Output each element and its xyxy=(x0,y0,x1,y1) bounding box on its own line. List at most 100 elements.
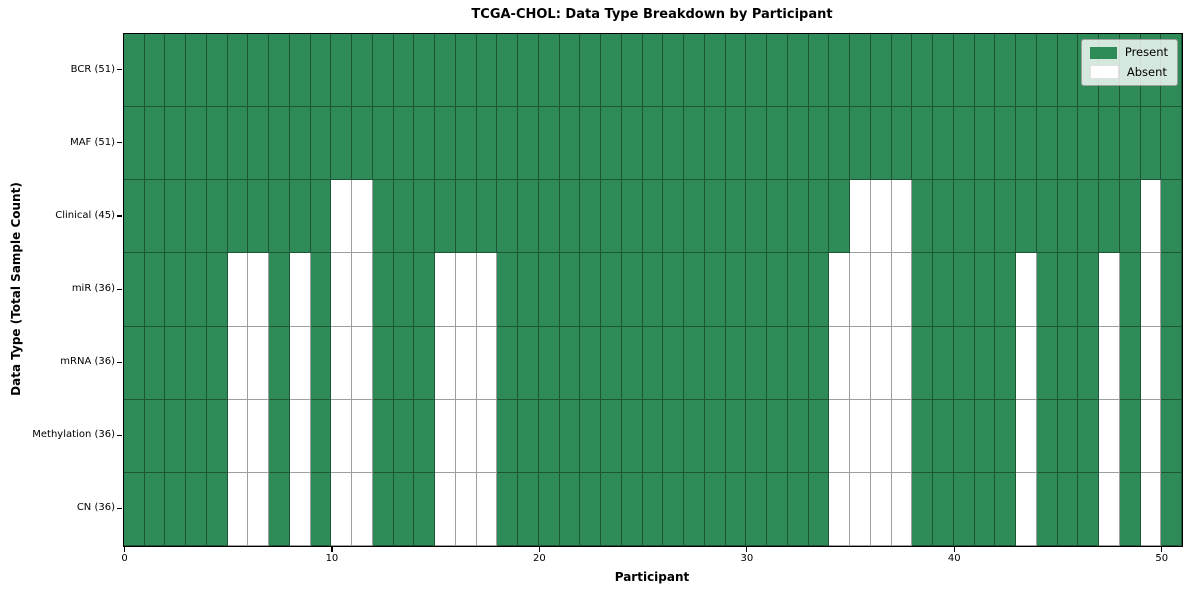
heatmap-cell xyxy=(455,253,477,327)
heatmap-cell xyxy=(352,326,373,400)
heatmap-cell xyxy=(767,180,788,254)
heatmap-cell xyxy=(808,326,830,400)
heatmap-cell xyxy=(352,180,373,254)
heatmap-cell xyxy=(808,34,830,108)
x-tick-label: 40 xyxy=(947,553,961,564)
heatmap-cell xyxy=(995,472,1017,546)
heatmap-cell xyxy=(912,34,934,108)
heatmap-cell xyxy=(186,399,207,473)
heatmap-cell xyxy=(124,399,145,473)
heatmap-cell xyxy=(870,326,892,400)
heatmap-cell xyxy=(476,253,498,327)
heatmap-cell xyxy=(372,107,394,181)
heatmap-cell xyxy=(850,34,871,108)
heatmap-cell xyxy=(206,399,228,473)
heatmap-cell xyxy=(912,399,934,473)
heatmap-cell xyxy=(435,253,456,327)
heatmap-cell xyxy=(684,34,705,108)
y-tick-mark xyxy=(117,288,122,290)
heatmap-cell xyxy=(850,399,871,473)
heatmap-cell xyxy=(1140,107,1162,181)
heatmap-cell xyxy=(601,253,622,327)
heatmap-cell xyxy=(206,326,228,400)
heatmap-cell xyxy=(808,253,830,327)
heatmap-cell xyxy=(144,34,166,108)
heatmap-grid xyxy=(124,34,1182,546)
heatmap-cell xyxy=(704,34,726,108)
heatmap-cell xyxy=(725,34,747,108)
heatmap-cell xyxy=(1161,326,1182,400)
heatmap-cell xyxy=(912,107,934,181)
heatmap-cell xyxy=(850,107,871,181)
heatmap-cell xyxy=(933,180,954,254)
heatmap-cell xyxy=(331,472,353,546)
heatmap-cell xyxy=(1078,399,1100,473)
heatmap-cell xyxy=(1078,253,1100,327)
heatmap-cell xyxy=(227,180,249,254)
heatmap-cell xyxy=(497,253,519,327)
heatmap-cell xyxy=(870,399,892,473)
heatmap-cell xyxy=(269,107,290,181)
heatmap-cell xyxy=(684,180,705,254)
heatmap-cell xyxy=(891,180,913,254)
heatmap-cell xyxy=(497,107,519,181)
heatmap-cell xyxy=(642,326,664,400)
x-tick-label: 0 xyxy=(121,553,128,564)
y-tick-label: BCR (51) xyxy=(70,63,115,75)
heatmap-cell xyxy=(206,180,228,254)
heatmap-cell xyxy=(1119,180,1141,254)
heatmap-cell xyxy=(518,107,539,181)
heatmap-cell xyxy=(435,180,456,254)
heatmap-cell xyxy=(248,180,270,254)
heatmap-cell xyxy=(518,326,539,400)
heatmap-cell xyxy=(227,34,249,108)
heatmap-cell xyxy=(933,34,954,108)
heatmap-cell xyxy=(1099,326,1120,400)
heatmap-cell xyxy=(621,34,643,108)
heatmap-cell xyxy=(559,107,581,181)
heatmap-cell xyxy=(248,107,270,181)
heatmap-cell xyxy=(289,399,311,473)
heatmap-cell xyxy=(746,399,768,473)
heatmap-cell xyxy=(580,107,602,181)
heatmap-cell xyxy=(331,253,353,327)
heatmap-cell xyxy=(663,107,685,181)
heatmap-cell xyxy=(538,399,560,473)
heatmap-cell xyxy=(497,326,519,400)
heatmap-cell xyxy=(227,399,249,473)
heatmap-cell xyxy=(1161,253,1182,327)
heatmap-cell xyxy=(227,107,249,181)
heatmap-cell xyxy=(601,180,622,254)
heatmap-cell xyxy=(933,253,954,327)
heatmap-cell xyxy=(518,34,539,108)
heatmap-cell xyxy=(206,107,228,181)
heatmap-cell xyxy=(850,326,871,400)
heatmap-cell xyxy=(1161,472,1182,546)
heatmap-cell xyxy=(248,326,270,400)
heatmap-cell xyxy=(331,180,353,254)
heatmap-cell xyxy=(974,399,996,473)
heatmap-cell xyxy=(518,180,539,254)
x-tick-mark xyxy=(953,546,955,552)
heatmap-cell xyxy=(227,472,249,546)
heatmap-cell xyxy=(663,399,685,473)
heatmap-cell xyxy=(1119,253,1141,327)
heatmap-cell xyxy=(1140,399,1162,473)
legend-entry-absent: Absent xyxy=(1089,65,1168,79)
heatmap-cell xyxy=(704,180,726,254)
heatmap-cell xyxy=(704,107,726,181)
heatmap-cell xyxy=(497,34,519,108)
heatmap-cell xyxy=(372,34,394,108)
heatmap-cell xyxy=(248,34,270,108)
heatmap-cell xyxy=(1140,472,1162,546)
heatmap-cell xyxy=(186,326,207,400)
heatmap-cell xyxy=(372,399,394,473)
heatmap-cell xyxy=(787,253,809,327)
heatmap-cell xyxy=(414,399,436,473)
heatmap-cell xyxy=(144,326,166,400)
heatmap-cell xyxy=(663,472,685,546)
heatmap-cell xyxy=(704,253,726,327)
heatmap-cell xyxy=(663,253,685,327)
heatmap-cell xyxy=(601,107,622,181)
